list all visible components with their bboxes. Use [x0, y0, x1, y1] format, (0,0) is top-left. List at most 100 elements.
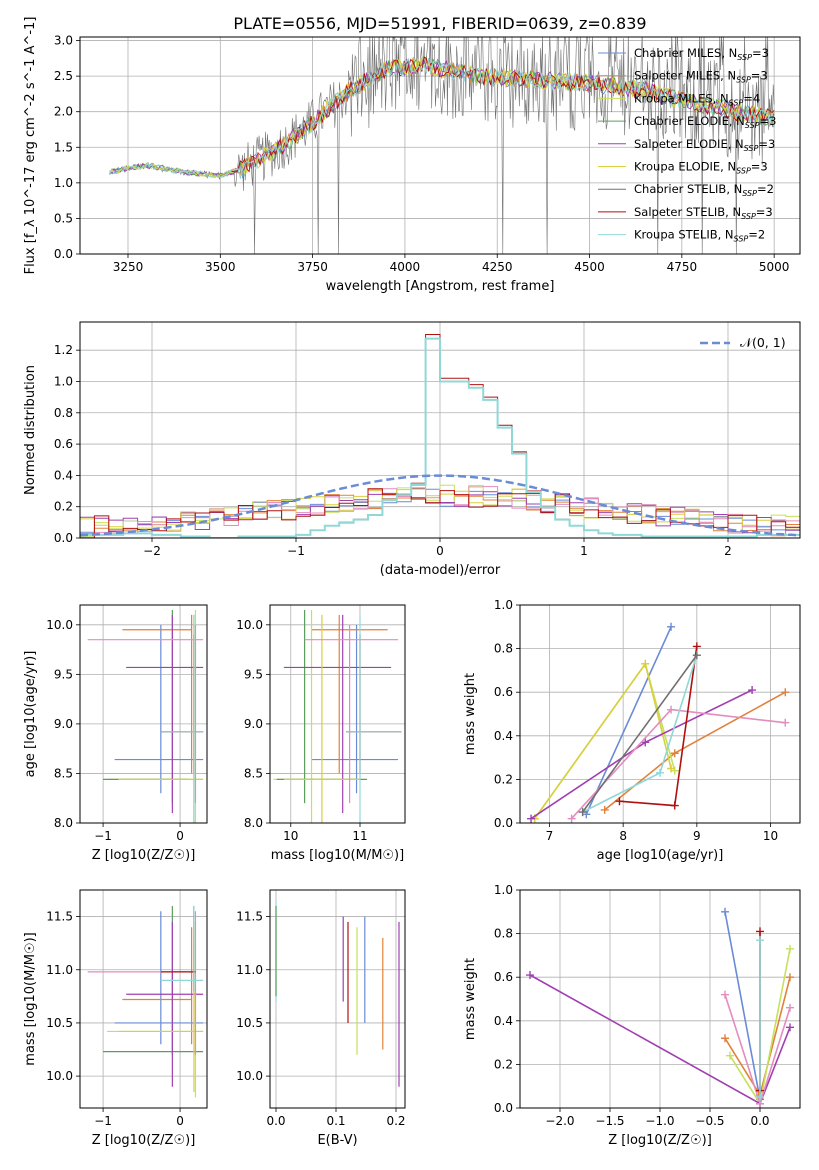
- spectrum-ytick-label: 0.5: [54, 211, 73, 225]
- age_vs_Z-xlabel: Z [log10(Z/Z☉)]: [92, 848, 196, 863]
- weight_vs_Z-ytick-label: 0.0: [494, 1101, 513, 1115]
- weight-point-marker: [786, 1003, 794, 1012]
- weight_vs_age-xtick-label: 9: [693, 829, 701, 843]
- spectrum-ytick-label: 1.0: [54, 176, 73, 190]
- legend-subscript: SSP: [737, 53, 752, 62]
- residuals-ytick-label: 0.4: [54, 468, 73, 482]
- mass_vs_EBV-ytick-label: 11.5: [236, 910, 263, 924]
- weight-point-marker: [781, 688, 790, 697]
- weight_vs_age-panel: 7 8 9 10 0.0 0.2 0.4 0.6 0.8 1.0 age [log10(age/yr…: [463, 598, 801, 863]
- weight_vs_age-ylabel: mass weight: [463, 673, 478, 755]
- mass_vs_Z-frame: [79, 889, 208, 1109]
- mass_vs_EBV-xtick-label: 0.1: [326, 1114, 345, 1128]
- age_vs_Z-panel: −1 0 8.0 8.5 9.0 9.5 10.0 Z [log10(Z/Z☉)] age [l…: [23, 604, 208, 863]
- legend-value: =3: [752, 46, 769, 60]
- age_vs_mass-ytick-label: 8.0: [244, 816, 263, 830]
- weight_vs_Z-xtick-label: −2.0: [545, 1114, 574, 1128]
- spectrum-ytick-label: 2.5: [54, 69, 73, 83]
- weight-point-marker: [667, 622, 676, 631]
- weight_vs_age-xtick-label: 10: [763, 829, 778, 843]
- age_vs_mass-xtick-label: 10: [283, 829, 298, 843]
- mass_vs_Z-plot-area: [87, 905, 204, 1098]
- legend-subscript: SSP: [736, 167, 751, 176]
- residual-peaked-histogram: [80, 337, 800, 538]
- weight-point-marker: [641, 659, 650, 668]
- residuals-xtick-label: −1: [287, 544, 305, 558]
- age_vs_Z-plot-area: [87, 609, 204, 823]
- mass_vs_EBV-xtick-label: 0.2: [386, 1114, 405, 1128]
- age_vs_Z-xtick-label: 0: [176, 829, 184, 843]
- age_vs_Z-ytick-label: 9.5: [54, 667, 73, 681]
- age_vs_mass-ytick-label: 10.0: [236, 618, 263, 632]
- spectrum-xtick-label: 3750: [297, 260, 328, 274]
- legend-value: =3: [760, 114, 777, 128]
- age_vs_mass-frame: [269, 604, 406, 824]
- residuals-ytick-label: 0.6: [54, 437, 73, 451]
- mass_vs_EBV-plot-area: [275, 900, 400, 1087]
- spectrum-xtick-label: 3500: [205, 260, 236, 274]
- mass_vs_Z-xtick-label: 0: [176, 1114, 184, 1128]
- weight_vs_Z-ytick-label: 0.4: [494, 1014, 513, 1028]
- spectrum-xlabel: wavelength [Angstrom, rest frame]: [326, 279, 555, 294]
- weight_vs_Z-frame: [519, 889, 801, 1109]
- legend-label: Salpeter ELODIE, NSSP=3: [634, 137, 775, 153]
- residuals-ytick-label: 0.0: [54, 531, 73, 545]
- weight_vs_age-ytick-label: 0.4: [494, 729, 513, 743]
- legend-subscript: SSP: [736, 76, 751, 85]
- weight_vs_age-frame: [519, 604, 801, 824]
- legend-label: Kroupa ELODIE, NSSP=3: [634, 160, 768, 176]
- spectrum-ytick-label: 0.0: [54, 247, 73, 261]
- age_vs_Z-ytick-label: 8.0: [54, 816, 73, 830]
- legend-value: =3: [756, 205, 773, 219]
- weight_vs_age-plot-area: [527, 622, 790, 823]
- weight-point-marker: [615, 797, 624, 806]
- residuals-xtick-label: 1: [580, 544, 588, 558]
- gaussian-curve: [80, 474, 798, 537]
- legend-label: Salpeter MILES, NSSP=3: [634, 69, 768, 85]
- spectrum-xtick-label: 4250: [482, 260, 513, 274]
- mass_vs_EBV-ytick-label: 10.0: [236, 1069, 263, 1083]
- residuals-panel: −2 −1 0 1 2 0.0 0.2 0.4 0.6 0.8 1.0 1.2 (data-model)…: [23, 321, 801, 578]
- mass_vs_EBV-ytick-label: 11.0: [236, 963, 263, 977]
- age_vs_Z-grid: [80, 605, 207, 824]
- age_vs_mass-ytick-label: 9.5: [244, 667, 263, 681]
- mass_vs_EBV-frame: [269, 889, 406, 1109]
- residuals-frame: [79, 321, 801, 539]
- spectrum-xtick-label: 4000: [390, 260, 421, 274]
- weight_vs_Z-xtick-label: 0.0: [750, 1114, 769, 1128]
- spectrum-xtick-label: 5000: [759, 260, 790, 274]
- age_vs_Z-ytick-label: 10.0: [46, 618, 73, 632]
- legend-value: =2: [757, 182, 774, 196]
- residuals-xlabel: (data-model)/error: [380, 563, 501, 578]
- weight-point-marker: [786, 973, 794, 982]
- age_vs_Z-ytick-label: 9.0: [54, 717, 73, 731]
- age_vs_mass-ytick-label: 9.0: [244, 717, 263, 731]
- weight_vs_age-ytick-label: 0.6: [494, 685, 513, 699]
- legend-subscript: SSP: [745, 121, 760, 130]
- residuals-ytick-label: 0.2: [54, 500, 73, 514]
- spectrum-ylabel: Flux [f_λ 10^-17 erg cm^-2 s^-1 A^-1]: [23, 17, 38, 275]
- weight-series-line: [585, 626, 672, 815]
- legend-value: =3: [758, 137, 775, 151]
- weight_vs_Z-ylabel: mass weight: [463, 958, 478, 1040]
- spectrum-ytick-label: 2.0: [54, 105, 73, 119]
- spectrum-ytick-label: 3.0: [54, 34, 73, 48]
- mass_vs_Z-ylabel: mass [log10(M/M☉)]: [23, 932, 38, 1065]
- weight-point-marker: [526, 971, 534, 980]
- residuals-xtick-label: 0: [436, 544, 444, 558]
- gaussian-legend-label: 𝒩(0, 1): [740, 335, 786, 350]
- weight_vs_age-ytick-label: 1.0: [494, 598, 513, 612]
- legend-subscript: SSP: [744, 144, 759, 153]
- weight-point-marker: [748, 686, 757, 695]
- age_vs_mass-ytick-label: 8.5: [244, 766, 263, 780]
- spectrum-xtick-label: 4750: [667, 260, 698, 274]
- age_vs_mass-plot-area: [273, 609, 402, 823]
- spectrum-title: PLATE=0556, MJD=51991, FIBERID=0639, z=0…: [233, 14, 646, 33]
- age_vs_Z-ytick-label: 8.5: [54, 766, 73, 780]
- age_vs_Z-frame: [79, 604, 208, 824]
- weight_vs_Z-xtick-label: −1.0: [645, 1114, 674, 1128]
- spectrum-model-line: [109, 57, 775, 180]
- weight-point-marker: [667, 705, 676, 714]
- mass_vs_Z-xlabel: Z [log10(Z/Z☉)]: [92, 1133, 196, 1148]
